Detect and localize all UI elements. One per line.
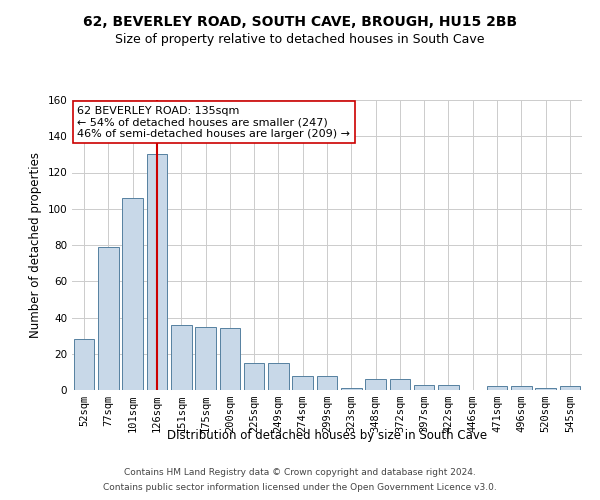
Bar (535, 388, 556, 390)
Bar (560, 386, 580, 390)
Bar (98, 247, 119, 390)
Text: 62 BEVERLEY ROAD: 135sqm
← 54% of detached houses are smaller (247)
46% of semi-: 62 BEVERLEY ROAD: 135sqm ← 54% of detach… (77, 106, 350, 139)
Bar (365, 379, 386, 390)
Bar (438, 384, 459, 390)
Text: Contains HM Land Registry data © Crown copyright and database right 2024.: Contains HM Land Registry data © Crown c… (124, 468, 476, 477)
Bar (341, 388, 362, 390)
Text: Size of property relative to detached houses in South Cave: Size of property relative to detached ho… (115, 32, 485, 46)
Bar (511, 386, 532, 390)
Y-axis label: Number of detached properties: Number of detached properties (29, 152, 42, 338)
Bar (146, 154, 167, 390)
Bar (171, 325, 191, 390)
Bar (244, 363, 265, 390)
Bar (268, 363, 289, 390)
Text: Contains public sector information licensed under the Open Government Licence v3: Contains public sector information licen… (103, 483, 497, 492)
Bar (389, 379, 410, 390)
Bar (195, 326, 216, 390)
Bar (414, 384, 434, 390)
Bar (292, 376, 313, 390)
Bar (74, 339, 94, 390)
Text: Distribution of detached houses by size in South Cave: Distribution of detached houses by size … (167, 428, 487, 442)
Bar (317, 376, 337, 390)
Bar (220, 328, 240, 390)
Bar (487, 386, 508, 390)
Text: 62, BEVERLEY ROAD, SOUTH CAVE, BROUGH, HU15 2BB: 62, BEVERLEY ROAD, SOUTH CAVE, BROUGH, H… (83, 15, 517, 29)
Bar (122, 198, 143, 390)
